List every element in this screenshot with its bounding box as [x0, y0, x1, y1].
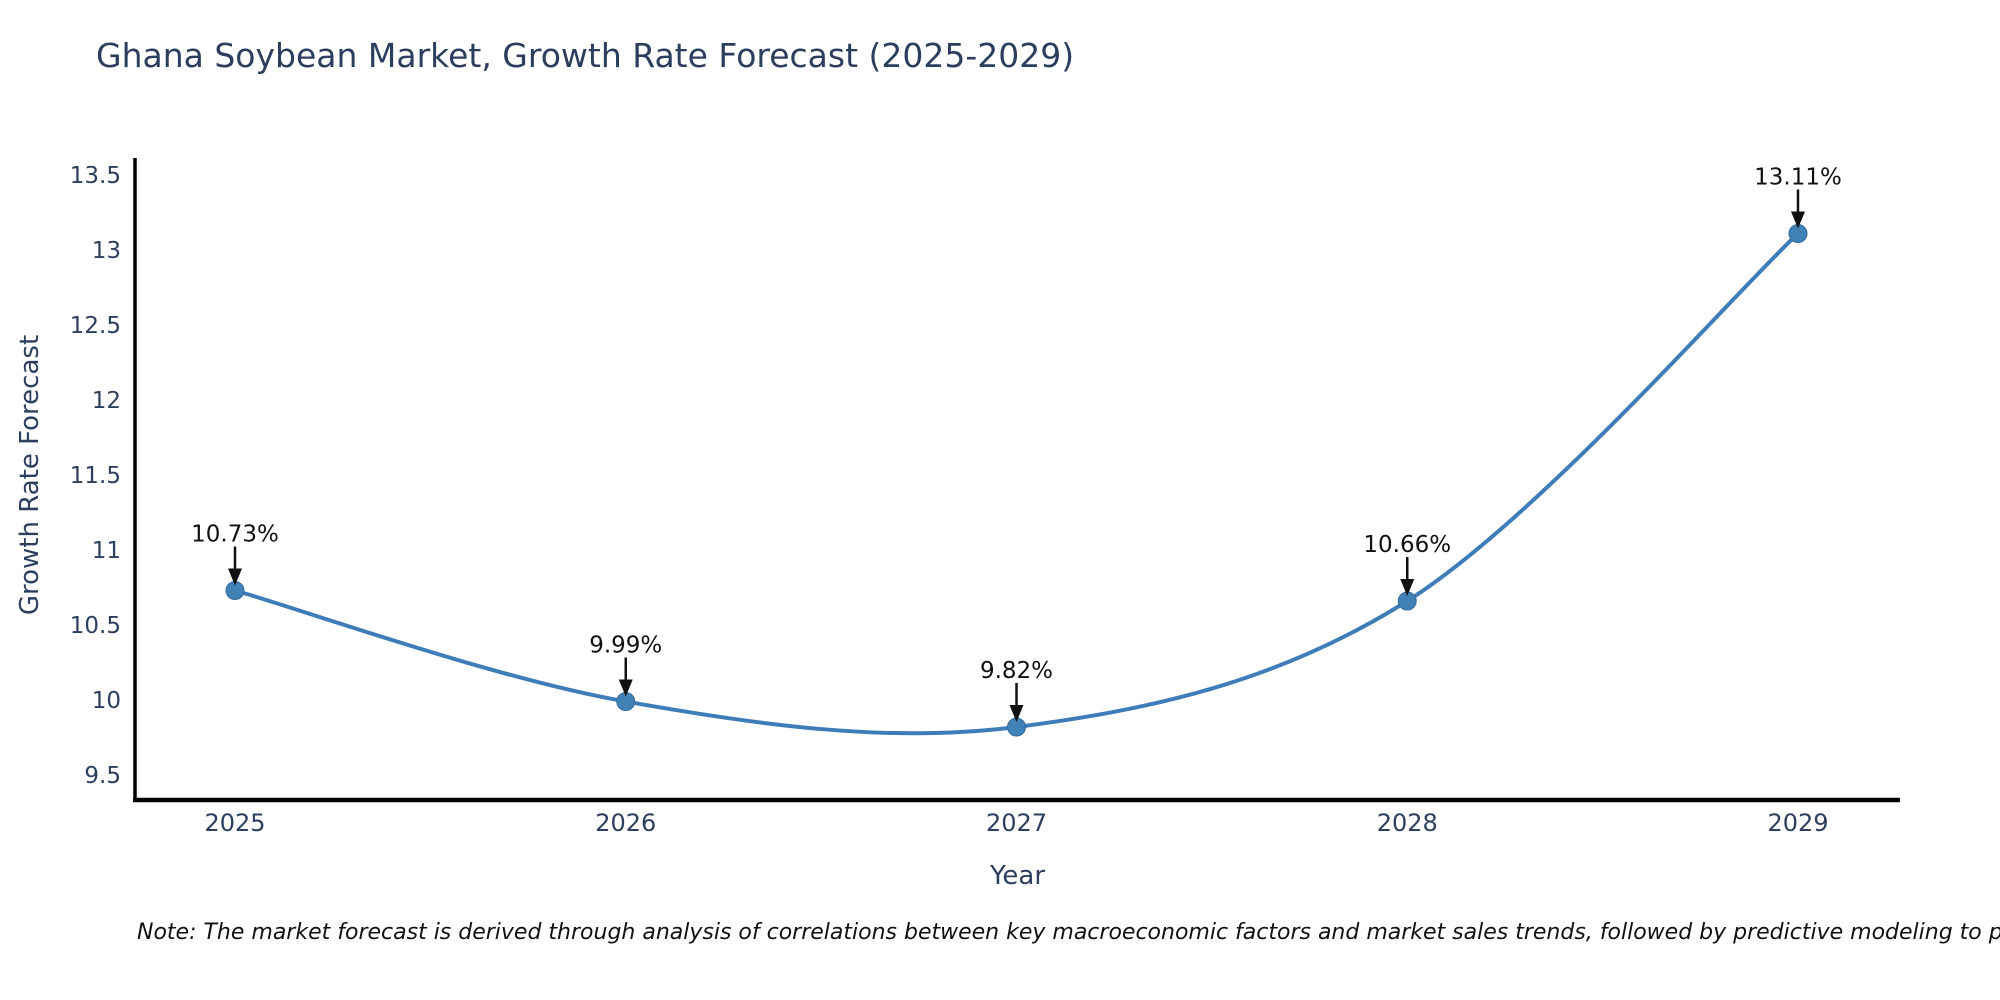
x-axis-title: Year: [989, 861, 1045, 891]
y-tick-label: 13.5: [70, 163, 121, 189]
x-tick-label: 2028: [1377, 809, 1438, 837]
annotation-arrowhead-icon: [1791, 211, 1805, 229]
y-tick-label: 11: [92, 538, 121, 564]
y-tick-label: 10.5: [70, 613, 121, 639]
annotation-arrowhead-icon: [1009, 705, 1024, 722]
data-point-label: 10.66%: [1363, 532, 1451, 558]
y-tick-label: 12.5: [70, 313, 121, 339]
data-point-label: 10.73%: [191, 522, 279, 548]
y-axis-title: Growth Rate Forecast: [15, 335, 45, 615]
annotation-arrowhead-icon: [618, 679, 633, 697]
y-tick-label: 9.5: [84, 763, 121, 789]
data-point-label: 9.99%: [589, 633, 662, 659]
y-tick-label: 13: [92, 238, 121, 264]
x-tick-label: 2029: [1767, 809, 1828, 837]
data-point-label: 9.82%: [980, 658, 1053, 684]
y-tick-label: 10: [92, 688, 121, 714]
annotation-arrowhead-icon: [1400, 579, 1415, 596]
annotation-arrowhead-icon: [228, 568, 242, 586]
x-tick-label: 2026: [595, 809, 656, 837]
data-point-label: 13.11%: [1754, 165, 1842, 191]
y-tick-label: 12: [92, 388, 121, 414]
footnote: Note: The market forecast is derived thr…: [137, 920, 2000, 945]
forecast-line-series: [234, 232, 1800, 736]
chart-title: Ghana Soybean Market, Growth Rate Foreca…: [96, 36, 1075, 75]
y-tick-label: 11.5: [70, 463, 121, 489]
x-tick-label: 2027: [986, 809, 1047, 837]
x-tick-label: 2025: [204, 809, 265, 837]
